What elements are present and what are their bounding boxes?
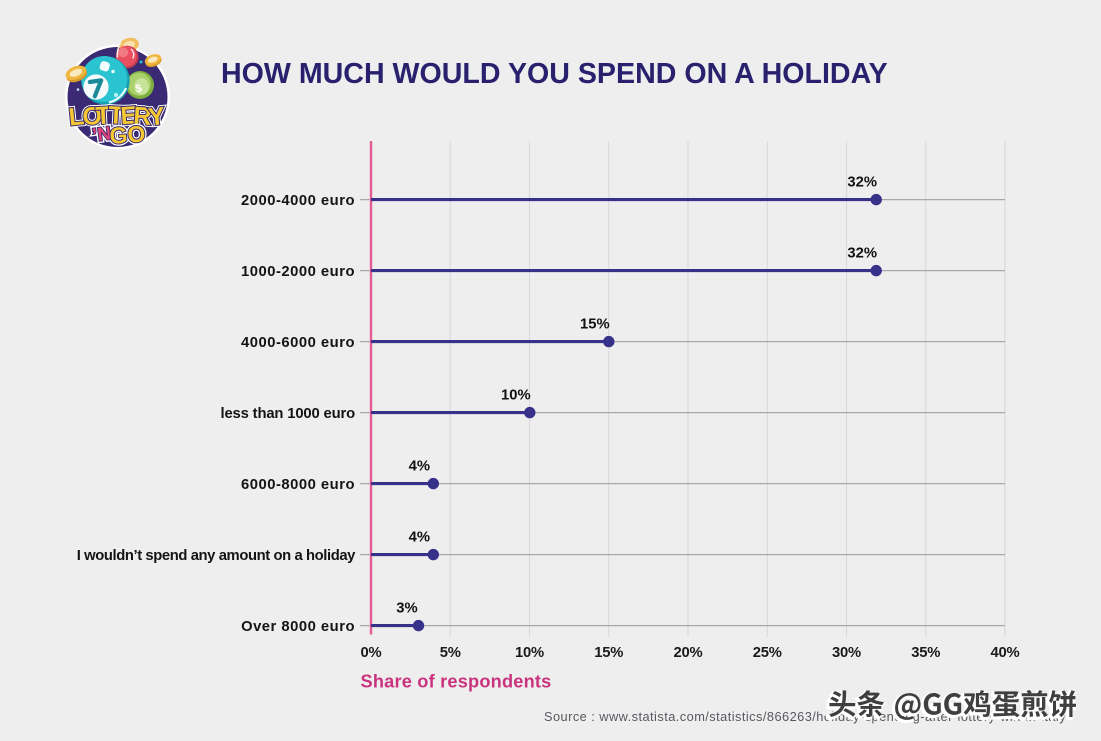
svg-text:15%: 15% bbox=[580, 317, 610, 333]
svg-text:$: $ bbox=[134, 82, 143, 95]
svg-text:15%: 15% bbox=[594, 645, 623, 661]
svg-text:5%: 5% bbox=[440, 645, 461, 661]
svg-text:R: R bbox=[132, 102, 152, 131]
svg-text:32%: 32% bbox=[847, 246, 877, 262]
svg-text:E: E bbox=[120, 101, 139, 130]
svg-text:30%: 30% bbox=[832, 645, 861, 661]
svg-text:4%: 4% bbox=[409, 530, 430, 546]
svg-text:L: L bbox=[67, 102, 85, 131]
svg-text:’N: ’N bbox=[91, 123, 113, 146]
svg-text:4%: 4% bbox=[409, 459, 430, 475]
svg-text:35%: 35% bbox=[911, 645, 940, 661]
svg-text:GO: GO bbox=[109, 120, 147, 148]
svg-text:E: E bbox=[120, 101, 139, 130]
svg-text:T: T bbox=[95, 101, 112, 130]
svg-text:3%: 3% bbox=[396, 601, 417, 617]
svg-text:2000-4000 euro: 2000-4000 euro bbox=[241, 193, 355, 209]
svg-text:6000-8000 euro: 6000-8000 euro bbox=[241, 477, 355, 493]
svg-text:GO: GO bbox=[109, 120, 147, 148]
svg-text:32%: 32% bbox=[847, 175, 877, 191]
svg-text:O: O bbox=[81, 102, 102, 131]
svg-text:Y: Y bbox=[147, 102, 167, 132]
svg-text:4000-6000 euro: 4000-6000 euro bbox=[241, 335, 355, 351]
svg-text:10%: 10% bbox=[515, 645, 544, 661]
svg-text:10%: 10% bbox=[501, 388, 531, 404]
svg-text:I wouldn’t spend any amount on: I wouldn’t spend any amount on a holiday bbox=[77, 548, 356, 564]
svg-text:less than 1000 euro: less than 1000 euro bbox=[221, 406, 356, 422]
svg-text:T: T bbox=[95, 101, 112, 130]
svg-text:20%: 20% bbox=[673, 645, 702, 661]
svg-text:Over 8000 euro: Over 8000 euro bbox=[241, 619, 355, 635]
svg-text:L: L bbox=[67, 102, 85, 131]
svg-text:0%: 0% bbox=[361, 645, 382, 661]
svg-text:T: T bbox=[108, 101, 125, 130]
svg-text:Y: Y bbox=[147, 102, 167, 132]
svg-text:40%: 40% bbox=[990, 645, 1019, 661]
svg-text:1000-2000 euro: 1000-2000 euro bbox=[241, 264, 355, 280]
svg-text:R: R bbox=[132, 102, 152, 131]
svg-text:25%: 25% bbox=[753, 645, 782, 661]
svg-text:T: T bbox=[108, 101, 125, 130]
svg-text:O: O bbox=[81, 102, 102, 131]
svg-text:Share of respondents: Share of respondents bbox=[361, 671, 552, 691]
svg-text:HOW MUCH WOULD YOU SPEND ON A: HOW MUCH WOULD YOU SPEND ON A HOLIDAY bbox=[221, 58, 888, 90]
